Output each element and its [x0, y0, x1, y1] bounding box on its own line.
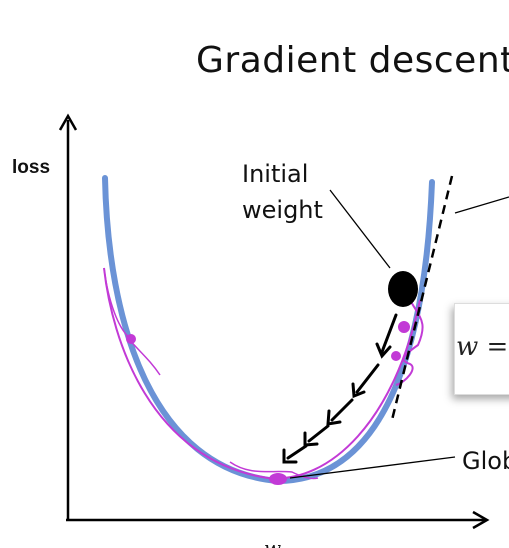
equation-box	[454, 303, 509, 395]
slide-title: Gradient descent alg	[196, 40, 509, 81]
descent-arrow-3-shaft	[330, 398, 354, 422]
descent-arrow-3-head	[326, 409, 342, 426]
initial-weight-point	[388, 271, 418, 307]
descent-arrow-4-shaft	[307, 424, 330, 443]
initial-weight-leader	[329, 189, 391, 269]
global-minimum-label: Glob	[462, 447, 509, 475]
x-axis-label: w	[264, 536, 282, 548]
y-axis-label: loss	[12, 157, 51, 178]
y-axis-arrowhead	[58, 113, 78, 131]
descent-arrow-1-shaft	[380, 313, 398, 354]
descent-arrow-5-head	[282, 448, 298, 464]
descent-arrow-5-shaft	[286, 444, 308, 460]
descent-arrow-1-head	[375, 342, 392, 359]
annotation-dot-minimum	[269, 473, 287, 485]
annotation-scribble-right	[395, 299, 424, 386]
annotation-scribble-bottom	[229, 461, 319, 480]
descent-arrows	[282, 313, 398, 464]
annotation-dot-left	[126, 334, 136, 344]
descent-arrow-2-shaft	[355, 363, 380, 394]
update-equation: w =	[456, 332, 509, 362]
handwritten-annotations	[103, 267, 424, 485]
initial-weight-label: Initial weight	[242, 156, 323, 228]
axes	[58, 113, 490, 530]
descent-arrow-2-head	[351, 382, 366, 399]
initial-weight-line2: weight	[242, 196, 323, 224]
tangent-leader	[454, 196, 509, 214]
initial-weight-line1: Initial	[242, 160, 309, 188]
annotation-curve-trace	[103, 267, 421, 480]
x-axis-arrowhead	[472, 510, 490, 530]
global-leader	[289, 456, 456, 479]
annotation-dot-lower	[391, 351, 401, 361]
tangent-line	[390, 175, 454, 421]
annotation-dot-upper	[398, 321, 410, 333]
